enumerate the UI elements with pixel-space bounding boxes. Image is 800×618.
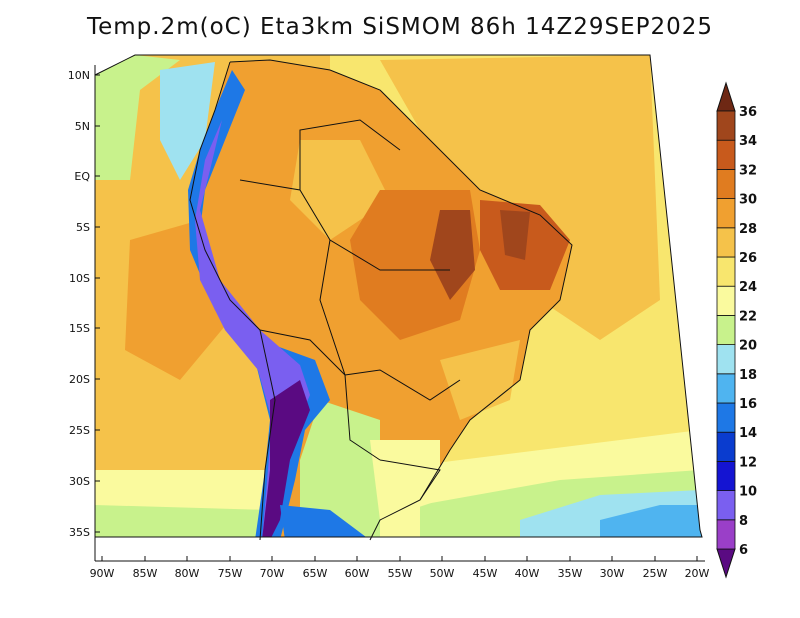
lat-label: 25S bbox=[69, 424, 90, 437]
lat-label: EQ bbox=[74, 170, 90, 183]
andes-coldest bbox=[262, 380, 310, 537]
lon-label: 45W bbox=[473, 567, 498, 580]
colorbar-label: 36 bbox=[739, 105, 757, 120]
colorbar-label: 14 bbox=[739, 426, 757, 441]
colorbar-swatch bbox=[716, 139, 736, 170]
colorbar-swatch bbox=[716, 490, 736, 521]
lat-label: 30S bbox=[69, 475, 90, 488]
colorbar-label: 6 bbox=[739, 543, 748, 558]
colorbar-bottom-arrow bbox=[716, 548, 736, 579]
colorbar-swatch bbox=[716, 344, 736, 375]
lat-label: 10N bbox=[68, 69, 90, 82]
south-cool-lowland bbox=[300, 400, 380, 537]
southern-band-2 bbox=[95, 505, 280, 537]
lat-label: 15S bbox=[69, 322, 90, 335]
country-borders bbox=[189, 59, 573, 541]
lon-label: 85W bbox=[133, 567, 158, 580]
lon-label: 50W bbox=[430, 567, 455, 580]
colorbar-label: 8 bbox=[739, 514, 748, 529]
map-field bbox=[95, 55, 702, 537]
colorbar-swatch bbox=[716, 227, 736, 258]
patagonia-cold bbox=[280, 505, 370, 537]
colorbar-swatch bbox=[716, 256, 736, 287]
lon-label: 65W bbox=[303, 567, 328, 580]
colorbar-swatch bbox=[716, 314, 736, 345]
map-title: Temp.2m(oC) Eta3km SiSMOM 86h 14Z29SEP20… bbox=[86, 14, 714, 40]
se-brazil-yellow bbox=[440, 340, 520, 420]
colorbar-swatch bbox=[716, 198, 736, 229]
colorbar-swatch bbox=[716, 402, 736, 433]
lat-label: 5S bbox=[76, 221, 90, 234]
colorbar-swatch bbox=[716, 431, 736, 462]
colorbar-label: 10 bbox=[739, 485, 757, 500]
colorbar-label: 32 bbox=[739, 163, 757, 178]
colorbar-label: 34 bbox=[739, 134, 757, 149]
colorbar-label: 12 bbox=[739, 455, 757, 470]
lat-label: 35S bbox=[69, 526, 90, 539]
lon-label: 20W bbox=[685, 567, 710, 580]
colorbar-label: 26 bbox=[739, 251, 757, 266]
pacific-cool-band bbox=[95, 55, 180, 180]
colorbar-label: 22 bbox=[739, 309, 757, 324]
lon-label: 40W bbox=[515, 567, 540, 580]
colorbar-label: 20 bbox=[739, 339, 757, 354]
lat-label: 20S bbox=[69, 373, 90, 386]
lon-label: 75W bbox=[218, 567, 243, 580]
lon-label: 70W bbox=[260, 567, 285, 580]
lon-label: 60W bbox=[345, 567, 370, 580]
warm-atlantic bbox=[380, 55, 660, 340]
colorbar-swatch bbox=[716, 168, 736, 199]
south-yellow bbox=[370, 440, 440, 520]
lat-axis: 10N 5N EQ 5S 10S 15S 20S 25S 30S 35S bbox=[68, 69, 100, 539]
lon-label: 35W bbox=[558, 567, 583, 580]
colorbar-label: 28 bbox=[739, 222, 757, 237]
lat-label: 10S bbox=[69, 272, 90, 285]
lon-label: 30W bbox=[600, 567, 625, 580]
pacific-cool-patch bbox=[160, 62, 215, 180]
lon-axis: 90W 85W 80W 75W 70W 65W 60W 55W 50W 45W … bbox=[90, 556, 710, 580]
lat-label: 5N bbox=[75, 120, 90, 133]
colorbar-label: 30 bbox=[739, 193, 757, 208]
hot-core-inner bbox=[430, 210, 475, 300]
colorbar-swatch bbox=[716, 460, 736, 491]
colorbar-swatch bbox=[716, 373, 736, 404]
colorbar-top-arrow bbox=[716, 81, 736, 112]
colorbar-label: 18 bbox=[739, 368, 757, 383]
lon-label: 80W bbox=[175, 567, 200, 580]
colorbar: 6 8 10 12 14 16 18 20 22 24 26 28 30 32 34 36 bbox=[716, 81, 757, 579]
lon-label: 90W bbox=[90, 567, 115, 580]
colorbar-swatch bbox=[716, 285, 736, 316]
lon-label: 55W bbox=[388, 567, 413, 580]
colorbar-label: 24 bbox=[739, 280, 757, 295]
colorbar-swatch bbox=[716, 519, 736, 550]
colorbar-label: 16 bbox=[739, 397, 757, 412]
colorbar-swatch bbox=[716, 110, 736, 141]
southern-band-6 bbox=[600, 505, 702, 537]
lon-label: 25W bbox=[643, 567, 668, 580]
ne-brazil-hotter bbox=[500, 210, 530, 260]
